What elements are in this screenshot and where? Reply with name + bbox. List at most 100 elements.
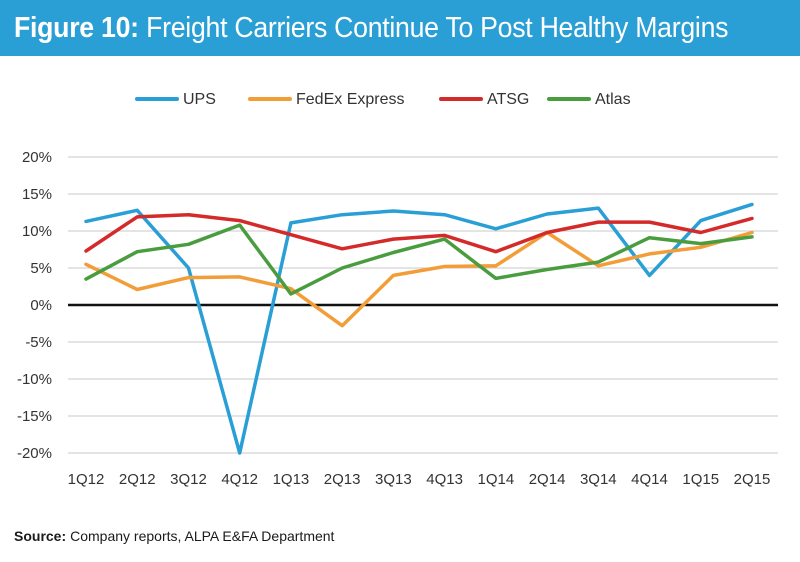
data-point-fedex-express [392, 274, 394, 276]
legend-item-atsg: ATSG [439, 91, 529, 108]
data-point-fedex-express [597, 265, 599, 267]
data-point-ups [239, 452, 241, 454]
y-tick-label: -10% [17, 371, 52, 388]
data-point-ups [649, 274, 651, 276]
x-tick-label: 1Q14 [477, 471, 514, 488]
source-label: Source: [14, 528, 67, 544]
data-point-atsg [392, 238, 394, 240]
data-point-atlas [85, 278, 87, 280]
x-tick-label: 2Q14 [529, 471, 566, 488]
series-line-ups [84, 202, 754, 455]
data-point-ups [290, 222, 292, 224]
data-point-fedex-express [341, 325, 343, 327]
data-point-fedex-express [136, 288, 138, 290]
legend-label: UPS [183, 91, 216, 108]
line-chart: 20% 15% 10% 5% 0% -5% -10% -15% -20% 1Q12 2Q12 3Q1… [17, 91, 778, 488]
figure-title: Freight Carriers Continue To Post Health… [146, 11, 729, 44]
data-point-ups [700, 220, 702, 222]
x-tick-label: 2Q15 [734, 471, 771, 488]
x-tick-label: 4Q13 [426, 471, 463, 488]
y-tick-label: 0% [30, 297, 52, 314]
data-point-atlas [649, 237, 651, 239]
legend-label: FedEx Express [296, 91, 404, 108]
x-tick-label: 1Q12 [68, 471, 105, 488]
data-point-ups [495, 228, 497, 230]
data-point-atlas [341, 267, 343, 269]
data-point-ups [444, 214, 446, 216]
data-point-ups [546, 213, 548, 215]
data-point-ups [597, 207, 599, 209]
data-point-atlas [187, 243, 189, 245]
data-point-atlas [392, 251, 394, 253]
y-tick-label: -20% [17, 445, 52, 462]
x-tick-label: 2Q12 [119, 471, 156, 488]
x-tick-label: 3Q12 [170, 471, 207, 488]
data-point-atsg [187, 214, 189, 216]
data-point-atlas [700, 243, 702, 245]
data-point-atsg [444, 234, 446, 236]
x-tick-label: 3Q14 [580, 471, 617, 488]
data-point-ups [136, 209, 138, 211]
data-point-fedex-express [751, 231, 753, 233]
y-tick-label: -5% [25, 334, 52, 351]
data-point-atsg [341, 248, 343, 250]
data-point-atsg [85, 250, 87, 252]
x-tick-label: 4Q12 [221, 471, 258, 488]
data-point-fedex-express [187, 277, 189, 279]
data-point-atsg [649, 221, 651, 223]
y-tick-label: 15% [22, 186, 52, 203]
data-point-ups [187, 267, 189, 269]
legend: UPS FedEx Express ATSG Atlas [135, 91, 631, 108]
source-text: Company reports, ALPA E&FA Department [70, 528, 335, 544]
data-point-atsg [495, 251, 497, 253]
x-tick-label: 4Q14 [631, 471, 668, 488]
x-tick-label: 2Q13 [324, 471, 361, 488]
data-point-atsg [751, 217, 753, 219]
data-point-atsg [597, 221, 599, 223]
data-point-atsg [290, 234, 292, 236]
y-tick-label: -15% [17, 408, 52, 425]
data-point-atlas [546, 268, 548, 270]
data-point-ups [85, 220, 87, 222]
data-point-fedex-express [700, 246, 702, 248]
data-point-atsg [239, 220, 241, 222]
series-line-atlas [84, 223, 754, 296]
data-point-fedex-express [85, 263, 87, 265]
y-tick-label: 10% [22, 223, 52, 240]
x-tick-label: 1Q15 [682, 471, 719, 488]
x-tick-label: 3Q13 [375, 471, 412, 488]
title-bar: Figure 10: Freight Carriers Continue To P… [0, 0, 800, 56]
legend-item-ups: UPS [135, 91, 216, 108]
data-point-fedex-express [290, 288, 292, 290]
data-point-atlas [239, 224, 241, 226]
data-point-atlas [597, 261, 599, 263]
data-point-atsg [136, 216, 138, 218]
data-point-fedex-express [239, 276, 241, 278]
data-point-ups [751, 203, 753, 205]
data-point-atsg [700, 231, 702, 233]
legend-label: ATSG [487, 91, 529, 108]
data-point-fedex-express [495, 265, 497, 267]
legend-label: Atlas [595, 91, 631, 108]
data-point-atlas [444, 238, 446, 240]
y-tick-label: 5% [30, 260, 52, 277]
data-point-fedex-express [649, 253, 651, 255]
data-point-fedex-express [444, 266, 446, 268]
source-note: Source: Company reports, ALPA E&FA Depart… [14, 528, 334, 544]
data-point-atlas [290, 293, 292, 295]
data-point-atsg [546, 231, 548, 233]
legend-item-fedex-express: FedEx Express [248, 91, 404, 108]
series-line-atsg [84, 212, 754, 254]
x-axis-tick-labels: 1Q12 2Q12 3Q12 4Q12 1Q13 2Q13 3Q13 4Q13 1Q14 2Q14… [68, 471, 771, 488]
figure-label: Figure 10: [14, 11, 139, 44]
data-point-ups [392, 210, 394, 212]
data-point-ups [341, 214, 343, 216]
y-tick-label: 20% [22, 149, 52, 166]
data-point-atlas [136, 251, 138, 253]
series-line-fedex-express [84, 230, 754, 328]
y-axis-tick-labels: 20% 15% 10% 5% 0% -5% -10% -15% -20% [17, 149, 52, 462]
legend-item-atlas: Atlas [547, 91, 631, 108]
data-point-atlas [495, 277, 497, 279]
series-lines [84, 202, 754, 455]
x-tick-label: 1Q13 [273, 471, 310, 488]
